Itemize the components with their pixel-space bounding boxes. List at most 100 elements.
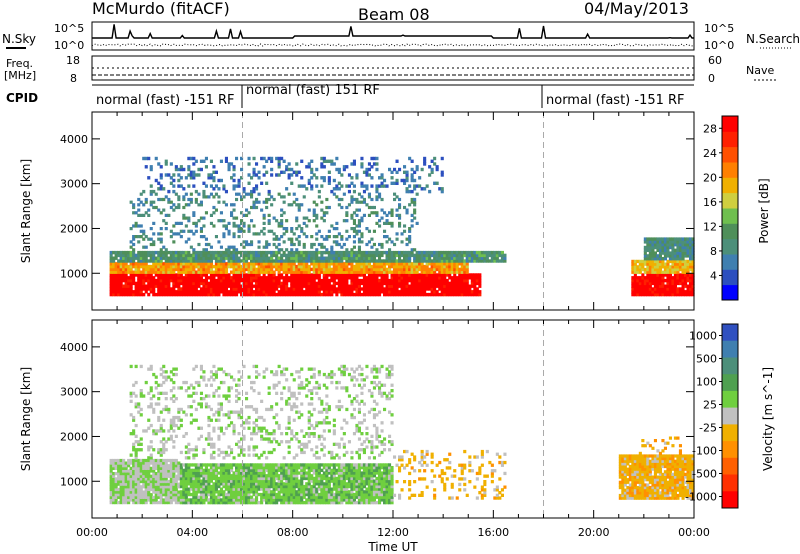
data-cell [430, 267, 434, 272]
data-cell [167, 281, 171, 286]
data-cell [172, 461, 176, 465]
data-cell [159, 469, 163, 473]
data-cell [240, 284, 244, 288]
data-cell [184, 498, 188, 502]
data-cell [174, 276, 178, 280]
data-cell [187, 287, 191, 291]
data-cell [671, 262, 675, 266]
data-cell [204, 259, 208, 263]
data-cell [164, 250, 168, 255]
data-cell [227, 229, 231, 233]
data-cell [230, 484, 234, 489]
data-cell [310, 267, 314, 272]
data-cell [325, 278, 329, 283]
data-cell [320, 476, 324, 481]
data-cell [157, 482, 161, 486]
data-cell [403, 278, 407, 283]
data-cell [460, 290, 464, 294]
data-cell [678, 259, 682, 264]
data-cell [177, 205, 181, 210]
data-cell [154, 466, 158, 470]
data-cell [310, 187, 314, 191]
data-cell [297, 208, 301, 212]
data-cell [355, 253, 359, 258]
data-cell [315, 270, 319, 274]
data-cell [142, 501, 146, 505]
data-cell [192, 156, 196, 161]
data-cell [315, 287, 319, 291]
data-cell [159, 240, 163, 244]
data-cell [307, 492, 311, 497]
data-cell [383, 287, 387, 291]
data-cell [500, 259, 504, 263]
data-cell [199, 466, 203, 470]
data-cell [237, 287, 241, 291]
data-cell [287, 482, 291, 486]
data-cell [400, 267, 404, 272]
data-cell [473, 253, 477, 258]
data-cell [305, 490, 309, 494]
data-cell [250, 250, 254, 255]
data-cell [194, 501, 198, 505]
data-cell [149, 469, 153, 473]
data-cell [307, 181, 311, 185]
data-cell [420, 253, 424, 258]
data-cell [332, 264, 336, 269]
data-cell [455, 256, 459, 260]
data-cell [292, 468, 296, 472]
data-cell [157, 197, 161, 202]
data-cell [119, 490, 123, 494]
data-cell [643, 292, 647, 297]
data-cell [187, 487, 191, 491]
data-cell [207, 281, 211, 286]
data-cell [174, 205, 178, 210]
data-cell [317, 487, 321, 491]
data-cell [240, 276, 244, 280]
nsky-trace [92, 24, 694, 39]
data-cell [651, 281, 655, 286]
data-cell [134, 267, 138, 272]
data-cell [217, 490, 221, 494]
data-cell [661, 245, 665, 250]
data-cell [265, 284, 269, 288]
data-cell [172, 472, 176, 476]
data-cell [322, 276, 326, 280]
data-cell [408, 264, 412, 269]
data-cell [230, 476, 234, 481]
data-cell [453, 276, 457, 280]
data-cell [370, 176, 374, 180]
data-cell [227, 165, 231, 169]
data-cell [270, 270, 274, 274]
data-cell [315, 466, 319, 470]
data-cell [295, 219, 299, 223]
data-cell [393, 167, 397, 172]
data-cell [260, 259, 264, 263]
data-cell [167, 259, 171, 263]
data-cell [122, 495, 126, 499]
data-cell [247, 290, 251, 294]
data-cell [267, 192, 271, 196]
data-cell [317, 189, 321, 194]
data-cell [440, 278, 444, 283]
data-cell [357, 262, 361, 266]
data-cell [147, 281, 151, 286]
data-cell [403, 267, 407, 272]
data-cell [270, 290, 274, 294]
data-cell [199, 264, 203, 269]
data-cell [322, 270, 326, 274]
data-cell [167, 276, 171, 280]
data-cell [357, 237, 361, 241]
data-cell [372, 256, 376, 260]
data-cell [240, 471, 244, 475]
data-cell [435, 284, 439, 288]
data-cell [202, 474, 206, 478]
data-cell [257, 270, 261, 274]
data-cell [691, 245, 695, 250]
data-cell [478, 253, 482, 258]
data-cell [372, 205, 376, 210]
data-cell [202, 495, 206, 499]
data-cell [270, 173, 274, 177]
data-cell [352, 259, 356, 263]
data-cell [297, 270, 301, 274]
data-cell [207, 290, 211, 294]
